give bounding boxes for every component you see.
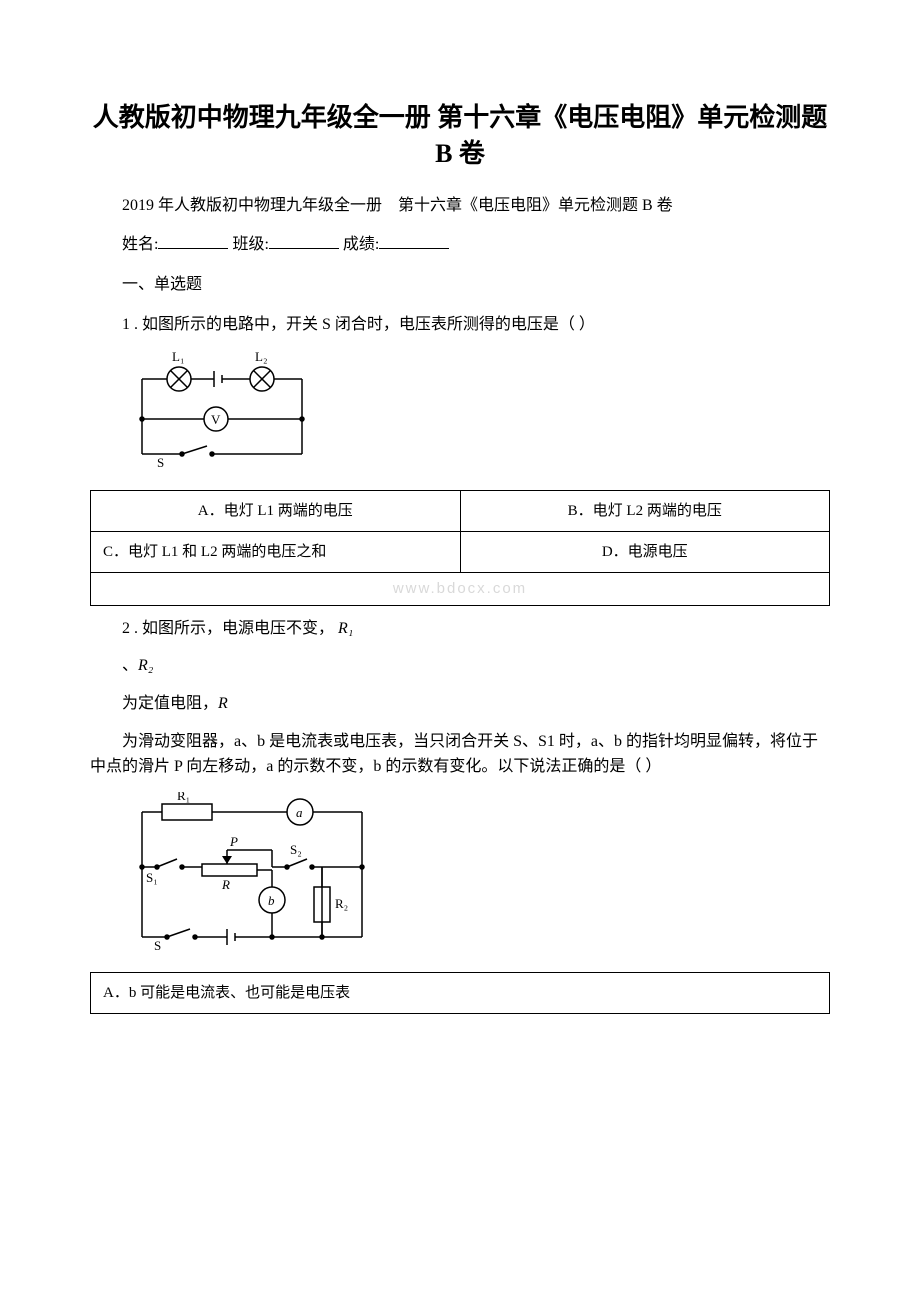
q1-option-a: A．电灯 L1 两端的电压 [91,490,461,531]
q1-option-c: C．电灯 L1 和 L2 两端的电压之和 [91,531,461,572]
q1-label-l1: L₁ [172,349,184,364]
score-blank [379,233,449,249]
q1-label-s: S [157,455,164,469]
page-title: 人教版初中物理九年级全一册 第十六章《电压电阻》单元检测题 B 卷 [90,100,830,173]
q2-label-r1: R₁ [177,792,190,803]
q2-intro2-text: 为定值电阻， [122,695,218,712]
name-label: 姓名: [122,236,158,253]
q1-option-d: D．电源电压 [460,531,830,572]
q2-intro2-line: 为定值电阻，R [90,691,830,717]
q2-r1: R₁ [338,620,353,637]
q2-r: R [218,695,228,712]
q2-r2-line: 、R₂ [90,653,830,679]
watermark: www.bdocx.com [91,572,830,605]
q2-label-s1: S₁ [146,870,158,885]
class-label: 班级: [232,236,268,253]
q2-label-b: b [268,893,275,908]
q1-option-b: B．电灯 L2 两端的电压 [460,490,830,531]
q2-label-a: a [296,805,303,820]
subtitle: 2019 年人教版初中物理九年级全一册 第十六章《电压电阻》单元检测题 B 卷 [90,193,830,219]
q2-label-s2: S₂ [290,842,302,857]
class-blank [269,233,339,249]
q2-label-p: P [229,834,238,849]
q2-label-r: R [221,877,230,892]
q2-intro1: 2 . 如图所示，电源电压不变， R₁ [90,616,830,642]
score-label: 成绩: [343,236,379,253]
q2-sep: 、 [122,657,138,674]
q1-text: 1 . 如图所示的电路中，开关 S 闭合时，电压表所测得的电压是（ ） [90,312,830,338]
q2-option-a: A．b 可能是电流表、也可能是电压表 [91,973,830,1014]
q1-label-v: V [211,412,221,427]
section-heading: 一、单选题 [90,272,830,298]
q1-diagram: L₁ L₂ V S [122,349,830,478]
q2-diagram: R₁ a S₁ R P S₂ [122,792,830,961]
q2-intro3: 为滑动变阻器，a、b 是电流表或电压表，当只闭合开关 S、S1 时，a、b 的指… [90,729,830,780]
name-blank [158,233,228,249]
q2-r2: R₂ [138,657,153,674]
q2-intro1-text: 2 . 如图所示，电源电压不变， [122,620,334,637]
form-row: 姓名: 班级: 成绩: [90,232,830,258]
q1-options-table: A．电灯 L1 两端的电压 B．电灯 L2 两端的电压 C．电灯 L1 和 L2… [90,490,830,606]
q2-option-table: A．b 可能是电流表、也可能是电压表 [90,972,830,1014]
q2-label-r2: R₂ [335,896,348,911]
q1-label-l2: L₂ [255,349,267,364]
q2-label-s: S [154,938,161,952]
